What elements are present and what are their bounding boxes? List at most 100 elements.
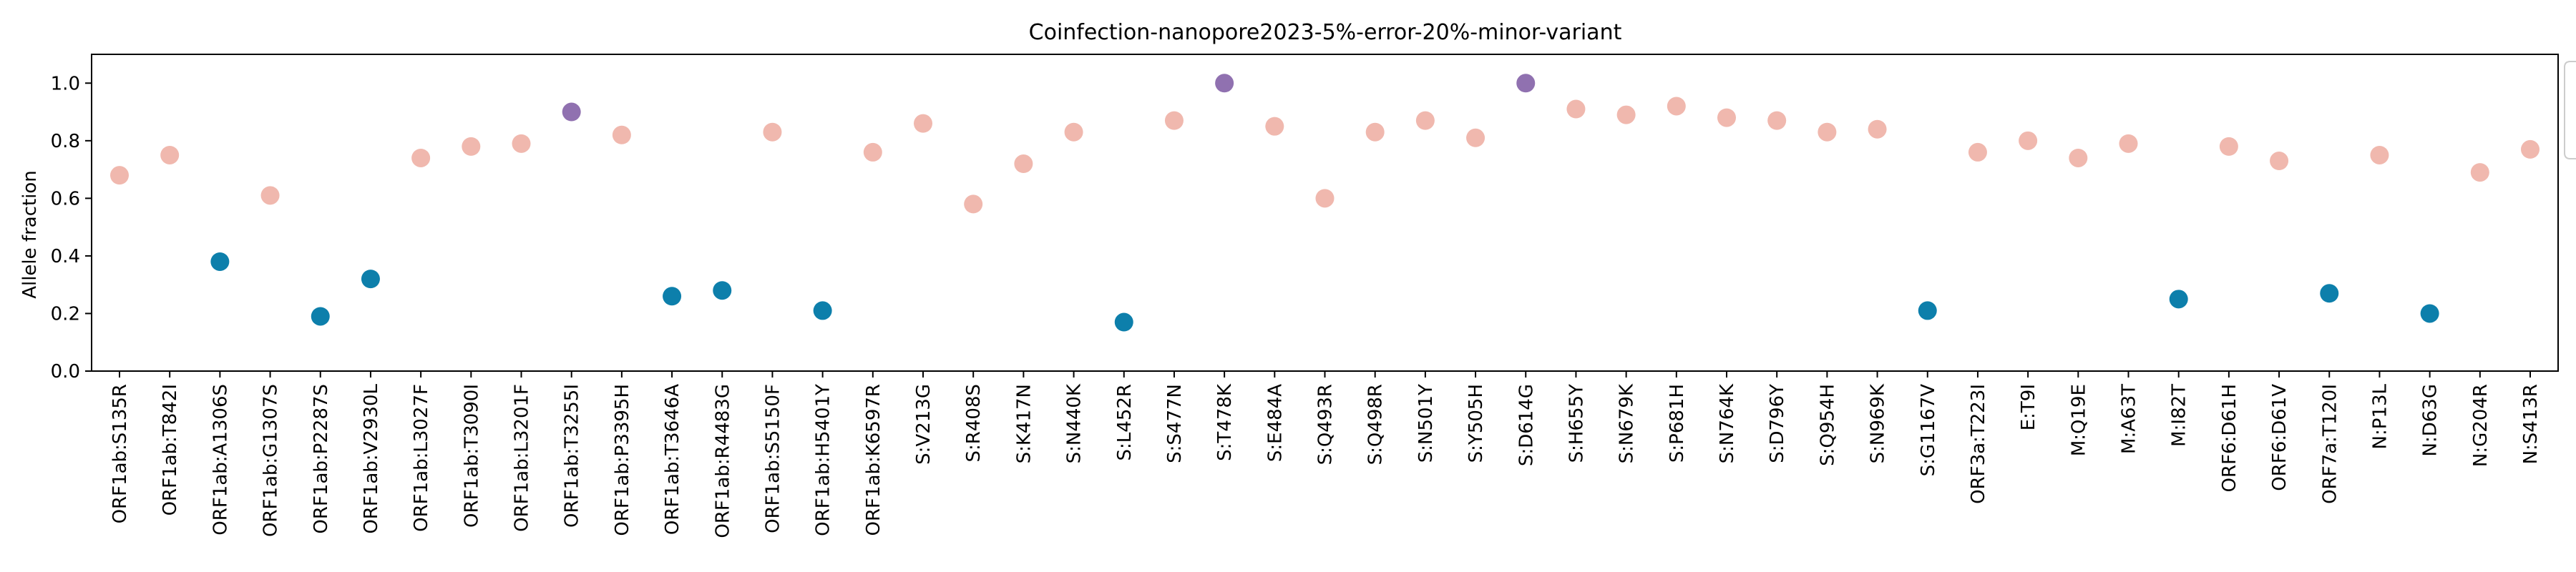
x-tick-label: N:S413R	[2520, 384, 2542, 464]
x-tick-label: ORF1ab:R4483G	[712, 384, 733, 538]
data-point-both	[1516, 74, 1536, 93]
x-axis: ORF1ab:S135R ORF1ab:T842I ORF1ab:A1306S ORF…	[109, 371, 2542, 538]
x-tick-label: M:A63T	[2119, 384, 2140, 454]
x-tick-label: S:D796Y	[1767, 384, 1788, 463]
data-point-minor	[713, 281, 732, 300]
x-tick-label: ORF1ab:T3646A	[662, 384, 683, 535]
data-point-minor	[2169, 290, 2188, 309]
data-point-both	[562, 102, 581, 122]
data-point-major	[160, 145, 180, 164]
x-tick-label: ORF6:D61H	[2219, 384, 2240, 492]
x-tick-label: M:I82T	[2169, 384, 2190, 447]
data-point-major	[2219, 137, 2238, 156]
data-point-minor	[311, 307, 330, 326]
data-point-both	[1215, 74, 1234, 93]
data-point-minor	[210, 252, 230, 271]
x-tick-label: S:Q954H	[1817, 384, 1838, 466]
x-tick-label: S:L452R	[1114, 384, 1136, 460]
x-tick-label: ORF1ab:G1307S	[260, 384, 282, 537]
data-point-major	[462, 137, 481, 156]
x-tick-label: ORF1ab:P2287S	[311, 384, 332, 534]
data-point-major	[1265, 117, 1284, 136]
x-tick-label: ORF1ab:V2930L	[361, 383, 382, 533]
data-point-minor	[1114, 312, 1133, 332]
x-tick-label: ORF1ab:H5401Y	[813, 384, 834, 536]
data-point-major	[763, 122, 782, 142]
data-point-major	[260, 186, 280, 205]
x-tick-label: ORF1ab:T3090I	[461, 384, 482, 528]
x-tick-label: S:N440K	[1064, 383, 1085, 463]
chart-title: Coinfection-nanopore2023-5%-error-20%-mi…	[1029, 20, 1622, 45]
data-point-major	[1818, 122, 1837, 142]
data-point-major	[2470, 163, 2489, 182]
data-point-major	[110, 166, 129, 185]
data-point-major	[914, 114, 932, 133]
x-tick-label: S:N501Y	[1415, 384, 1437, 463]
data-point-major	[1616, 105, 1636, 124]
data-point-major	[1717, 108, 1736, 127]
y-tick-label: 1.0	[51, 73, 80, 94]
x-tick-label: ORF1ab:S5150F	[762, 384, 784, 533]
y-tick-label: 0.4	[51, 246, 80, 267]
x-tick-label: S:D614G	[1516, 384, 1537, 466]
data-point-major	[2069, 148, 2088, 167]
x-tick-label: S:N679K	[1616, 383, 1638, 463]
data-point-minor	[361, 270, 380, 289]
data-point-major	[512, 134, 531, 153]
x-tick-label: ORF1ab:S135R	[109, 384, 131, 523]
data-points	[110, 74, 2540, 332]
x-tick-label: S:K417N	[1013, 384, 1035, 463]
data-point-major	[2270, 152, 2289, 171]
y-tick-label: 0.6	[51, 188, 80, 209]
x-tick-label: ORF6:D61V	[2269, 384, 2290, 491]
x-tick-label: ORF1ab:A1306S	[210, 384, 231, 536]
data-point-major	[411, 148, 431, 167]
x-tick-label: S:R408S	[963, 384, 985, 462]
x-tick-label: S:E484A	[1264, 384, 1286, 462]
data-point-major	[2521, 139, 2540, 159]
x-tick-label: N:D63G	[2420, 384, 2441, 456]
data-point-major	[863, 142, 882, 162]
x-tick-label: S:Y505H	[1465, 384, 1487, 463]
data-point-major	[1014, 154, 1033, 174]
y-tick-label: 0.0	[51, 361, 80, 383]
data-point-major	[1164, 111, 1184, 130]
data-point-major	[1365, 122, 1385, 142]
y-axis-label: Allele fraction	[19, 170, 41, 299]
x-tick-label: S:P681H	[1667, 384, 1688, 463]
x-tick-label: ORF7a:T120I	[2319, 384, 2341, 504]
x-tick-label: N:P13L	[2369, 383, 2391, 449]
y-tick-label: 0.2	[51, 303, 80, 325]
data-point-major	[964, 194, 983, 214]
data-point-major	[1968, 142, 1987, 162]
x-tick-label: S:N969K	[1868, 383, 1889, 463]
data-point-major	[2370, 145, 2389, 164]
x-tick-label: S:T478K	[1214, 383, 1236, 461]
data-point-major	[612, 125, 631, 144]
x-tick-label: ORF1ab:T842I	[160, 384, 181, 516]
x-tick-label: S:Q493R	[1315, 384, 1337, 465]
data-point-minor	[813, 301, 832, 320]
data-point-major	[1868, 119, 1887, 139]
x-tick-label: S:N764K	[1717, 383, 1738, 463]
data-point-major	[1667, 97, 1686, 116]
x-tick-label: ORF1ab:T3255I	[562, 384, 583, 528]
x-tick-label: M:Q19E	[2068, 384, 2089, 456]
data-point-minor	[2420, 304, 2439, 323]
x-tick-label: S:H655Y	[1566, 384, 1587, 463]
legend-box	[2564, 61, 2576, 159]
data-point-minor	[1918, 301, 1937, 320]
y-tick-label: 0.8	[51, 131, 80, 152]
x-tick-label: E:T9I	[2018, 384, 2039, 430]
data-point-major	[2119, 134, 2138, 153]
data-point-major	[1315, 189, 1335, 208]
x-tick-label: ORF1ab:L3201F	[512, 384, 533, 532]
data-point-major	[1064, 122, 1083, 142]
x-tick-label: ORF1ab:K6597R	[863, 384, 884, 536]
x-tick-label: S:S477N	[1164, 384, 1186, 463]
data-point-major	[1466, 128, 1485, 147]
data-point-major	[1566, 99, 1586, 119]
data-point-major	[2019, 131, 2038, 150]
data-point-minor	[663, 287, 682, 306]
